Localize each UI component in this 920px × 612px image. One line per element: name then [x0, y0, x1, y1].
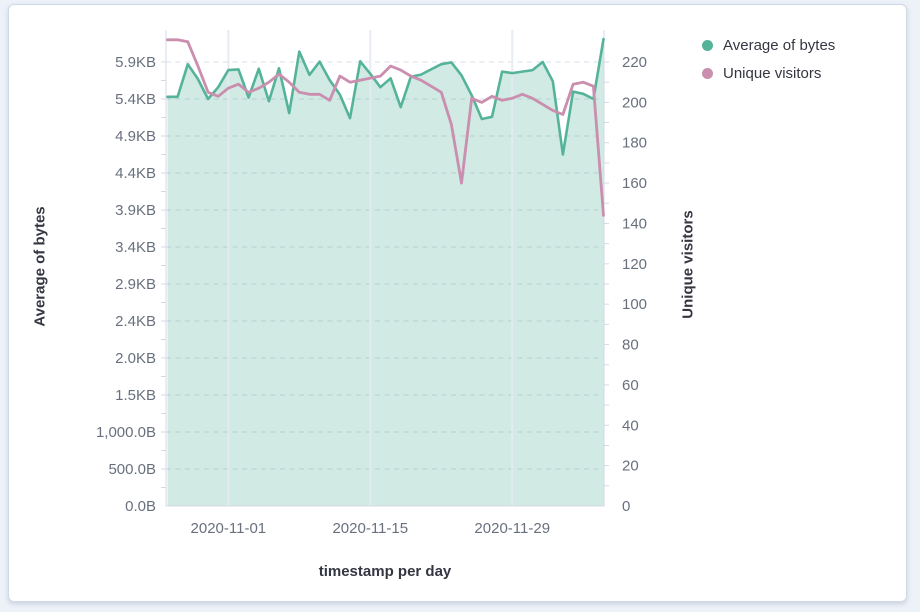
legend: Average of bytes Unique visitors: [702, 35, 835, 84]
y-left-tick-label: 2.0KB: [115, 350, 156, 367]
series-color-dot-icon: [702, 68, 713, 79]
y-left-tick-label: 3.4KB: [115, 239, 156, 256]
legend-item-average-of-bytes[interactable]: Average of bytes: [702, 35, 835, 56]
y-right-tick-label: 200: [622, 94, 647, 111]
y-left-tick-label: 1,000.0B: [96, 424, 156, 441]
series-color-dot-icon: [702, 40, 713, 51]
y-left-tick-label: 500.0B: [108, 461, 156, 478]
y-right-tick-label: 120: [622, 256, 647, 273]
right-axis-title: Unique visitors: [679, 210, 697, 319]
y-right-tick-label: 180: [622, 135, 647, 152]
y-left-tick-label: 3.9KB: [115, 202, 156, 219]
y-left-tick-label: 2.4KB: [115, 313, 156, 330]
left-axis-title: Average of bytes: [31, 206, 49, 327]
y-left-tick-label: 2.9KB: [115, 276, 156, 293]
legend-item-unique-visitors[interactable]: Unique visitors: [702, 63, 835, 84]
x-tick-label: 2020-11-29: [474, 520, 550, 537]
y-left-tick-label: 4.4KB: [115, 165, 156, 182]
x-tick-label: 2020-11-15: [332, 520, 408, 537]
y-left-tick-label: 5.9KB: [115, 54, 156, 71]
y-right-tick-label: 20: [622, 458, 639, 475]
y-left-tick-label: 1.5KB: [115, 387, 156, 404]
area-fill-average-of-bytes: [167, 39, 604, 506]
y-right-tick-label: 140: [622, 215, 647, 232]
chart-panel: [8, 4, 907, 602]
x-axis-title: timestamp per day: [318, 563, 452, 580]
y-right-tick-label: 220: [622, 54, 647, 71]
y-right-tick-label: 80: [622, 337, 639, 354]
series-line-unique-visitors: [166, 38, 605, 217]
chart-plot-area[interactable]: [166, 30, 604, 506]
y-right-tick-label: 0: [622, 498, 630, 515]
legend-item-label: Average of bytes: [723, 37, 836, 54]
y-left-tick-label: 0.0B: [125, 498, 156, 515]
y-right-tick-label: 40: [622, 417, 639, 434]
legend-item-label: Unique visitors: [723, 65, 822, 82]
y-right-tick-label: 160: [622, 175, 647, 192]
y-right-tick-label: 100: [622, 296, 647, 313]
y-left-tick-label: 5.4KB: [115, 91, 156, 108]
series-line-average-of-bytes: [166, 37, 605, 156]
x-tick-label: 2020-11-01: [191, 520, 267, 537]
y-right-tick-label: 60: [622, 377, 639, 394]
y-left-tick-label: 4.9KB: [115, 128, 156, 145]
